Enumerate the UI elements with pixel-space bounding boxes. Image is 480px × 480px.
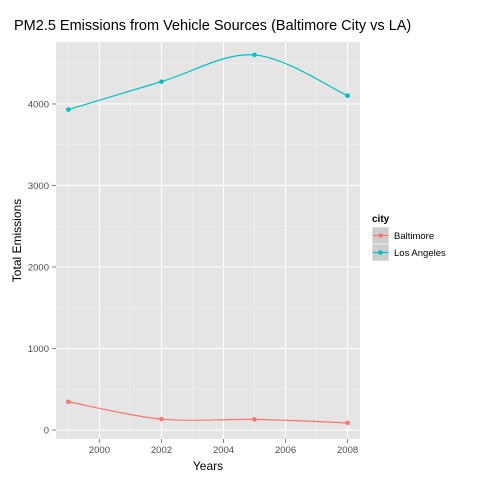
y-tick-label: 4000 bbox=[28, 99, 49, 110]
data-point-baltimore bbox=[345, 420, 350, 426]
x-tick-label: 2006 bbox=[275, 445, 296, 456]
legend-title: city bbox=[372, 214, 390, 225]
series-layer bbox=[66, 52, 350, 426]
y-tick-label: 1000 bbox=[28, 344, 49, 355]
major-gridlines bbox=[56, 42, 360, 439]
x-tick-label: 2004 bbox=[213, 445, 234, 456]
chart-title: PM2.5 Emissions from Vehicle Sources (Ba… bbox=[14, 18, 411, 34]
y-axis-title: Total Emissions bbox=[10, 199, 24, 282]
data-point-baltimore bbox=[66, 399, 71, 405]
legend: city Baltimore Los Angeles bbox=[371, 214, 446, 262]
x-tick-label: 2000 bbox=[89, 445, 110, 456]
legend-label-los-angeles: Los Angeles bbox=[394, 248, 446, 259]
plot-panel bbox=[56, 42, 360, 439]
minor-gridlines bbox=[56, 42, 360, 439]
series-los-angeles bbox=[66, 52, 350, 112]
data-point-baltimore bbox=[252, 417, 257, 422]
data-point-los-angeles bbox=[345, 93, 350, 98]
x-tick-label: 2008 bbox=[337, 445, 358, 456]
x-tick-label: 2002 bbox=[151, 445, 172, 456]
y-tick-label: 2000 bbox=[28, 262, 49, 273]
series-line-los-angeles bbox=[68, 54, 348, 111]
data-point-baltimore bbox=[159, 416, 164, 422]
data-point-los-angeles bbox=[252, 52, 257, 58]
x-axis-title: Years bbox=[193, 459, 223, 473]
y-tick-label: 3000 bbox=[28, 181, 49, 192]
data-point-los-angeles bbox=[159, 79, 164, 84]
legend-key-point-baltimore bbox=[378, 233, 383, 238]
axis-ticks: 2000 2002 2004 2006 2008 0 1000 2000 3000 4000 bbox=[28, 99, 358, 456]
legend-label-baltimore: Baltimore bbox=[394, 231, 434, 242]
legend-key-point-los-angeles bbox=[378, 250, 383, 255]
series-baltimore bbox=[66, 399, 350, 426]
series-line-baltimore bbox=[68, 401, 348, 424]
y-tick-label: 0 bbox=[44, 426, 49, 437]
data-point-los-angeles bbox=[66, 107, 71, 112]
